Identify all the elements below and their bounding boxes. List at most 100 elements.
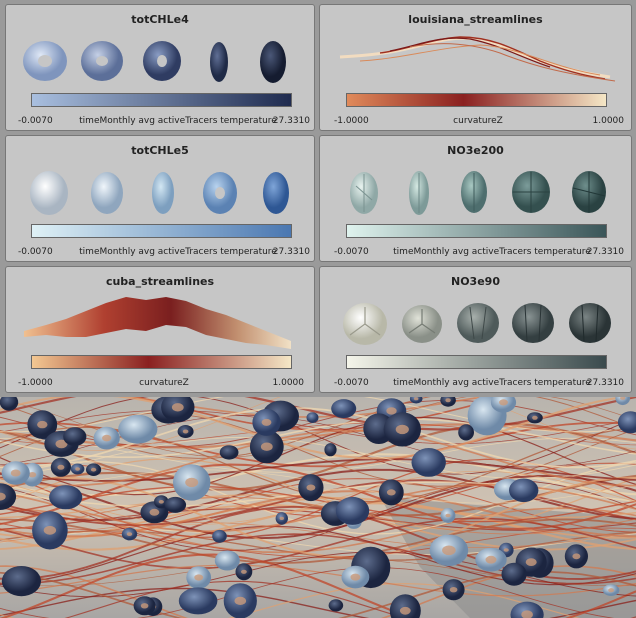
glyph-2 xyxy=(91,172,123,214)
streamline xyxy=(0,397,636,433)
colorbar xyxy=(31,93,292,107)
tracer-glyph xyxy=(178,587,218,615)
glyph-5 xyxy=(572,171,606,213)
streamline xyxy=(132,397,512,431)
tracer-glyph xyxy=(509,478,539,503)
colorbar-min-label: -1.0000 xyxy=(18,378,53,388)
glyph-1 xyxy=(343,303,387,345)
glyph-2 xyxy=(409,171,429,215)
colorbar-max-label: 27.3310 xyxy=(272,247,310,257)
tracer-glyph xyxy=(214,550,240,571)
streamline-preview xyxy=(24,297,291,349)
glyph-2 xyxy=(81,41,123,81)
panel-title: totCHLe4 xyxy=(131,13,189,26)
streamline xyxy=(0,507,636,554)
tracer-glyph xyxy=(235,563,253,581)
glyph-1 xyxy=(30,171,68,215)
streamline xyxy=(0,485,636,523)
colorbar-min-label: -0.0070 xyxy=(18,116,53,126)
tracer-glyph xyxy=(133,596,156,616)
tracer-glyph xyxy=(615,397,630,406)
panel-title: NO3e200 xyxy=(447,144,504,157)
streamline xyxy=(0,470,636,525)
colorbar-min-label: -0.0070 xyxy=(334,247,369,257)
tracer-glyph xyxy=(429,534,469,567)
streamline xyxy=(0,496,636,535)
colorbar-min-label: -1.0000 xyxy=(334,116,369,126)
glyph-4 xyxy=(210,42,228,82)
tracer-glyph xyxy=(1,566,41,597)
legend-panel-no3e90: NO3e90 -0.0070 timeMonthly avg activeTra… xyxy=(319,266,632,393)
tracer-glyph xyxy=(475,547,507,572)
colorbar-caption: curvatureZ xyxy=(453,116,503,126)
streamline xyxy=(64,580,636,618)
glyph-3 xyxy=(461,171,487,213)
legend-panel-no3e200: NO3e200 -0.0070 timeMonthly avg activeTr… xyxy=(319,135,632,262)
tracer-glyph xyxy=(328,599,344,612)
tracer-glyph xyxy=(440,508,456,523)
tracer-glyph xyxy=(442,579,465,601)
tracer-glyph xyxy=(306,412,319,423)
glyph-row xyxy=(350,171,606,215)
colorbar-caption: timeMonthly avg activeTracers temperatur… xyxy=(393,247,591,257)
streamline xyxy=(0,551,636,598)
colorbar-min-label: -0.0070 xyxy=(18,247,53,257)
glyph-2 xyxy=(402,305,442,343)
tracer-glyph xyxy=(27,410,58,439)
glyph-row xyxy=(343,303,611,345)
glyph-4 xyxy=(512,171,550,213)
streamline xyxy=(0,407,636,469)
streamline xyxy=(0,553,636,618)
colorbar xyxy=(346,93,607,107)
3d-scene-viewport[interactable] xyxy=(0,397,636,618)
streamline xyxy=(0,518,636,564)
colorbar-min-label: -0.0070 xyxy=(334,378,369,388)
tracer-glyph xyxy=(510,601,544,618)
colorbar-caption: timeMonthly avg activeTracers temperatur… xyxy=(79,116,277,126)
glyph-5 xyxy=(263,172,289,214)
streamline xyxy=(0,533,636,585)
tracer-glyph xyxy=(335,496,370,525)
streamline xyxy=(0,429,636,487)
colorbar-max-label: 1.0000 xyxy=(272,378,305,388)
colorbar-max-label: 1.0000 xyxy=(592,116,625,126)
tracer-glyph xyxy=(49,485,83,510)
tracer-glyph xyxy=(121,527,138,541)
tracer-glyph xyxy=(249,430,284,464)
tracer-glyph xyxy=(501,562,527,586)
glyph-3 xyxy=(152,172,174,214)
glyph-3 xyxy=(457,303,499,343)
tracer-glyph xyxy=(564,544,589,569)
tracer-glyph xyxy=(341,565,370,589)
tracer-glyph xyxy=(223,583,257,618)
streamline xyxy=(0,437,636,479)
streamline xyxy=(0,525,636,586)
streamline xyxy=(0,517,636,570)
tracer-glyph xyxy=(177,425,194,438)
tracer-glyph xyxy=(527,412,543,424)
panel-title: totCHLe5 xyxy=(131,144,189,157)
scene-render xyxy=(0,397,636,618)
streamline xyxy=(0,418,636,458)
tracer-glyph xyxy=(440,397,456,407)
colorbar xyxy=(346,224,607,238)
glyph-1 xyxy=(350,172,378,214)
tracer-glyph xyxy=(0,483,17,510)
colorbar-max-label: 27.3310 xyxy=(586,378,624,388)
colorbar-caption: timeMonthly avg activeTracers temperatur… xyxy=(79,247,277,257)
streamline xyxy=(0,567,615,618)
tracer-glyph xyxy=(212,529,227,543)
colorbar-caption: timeMonthly avg activeTracers temperatur… xyxy=(393,378,591,388)
tracer-glyph xyxy=(411,448,446,477)
streamline xyxy=(0,412,636,487)
tracer-glyph xyxy=(378,479,404,506)
tracer-glyph xyxy=(173,464,211,501)
tracer-glyph xyxy=(617,411,636,434)
tracer-glyph xyxy=(63,427,87,446)
tracer-glyph xyxy=(1,461,30,485)
tracer-glyph xyxy=(389,594,421,618)
tracer-glyphs xyxy=(0,397,636,618)
tracer-glyph xyxy=(409,397,423,404)
glyph-5 xyxy=(569,303,611,343)
streamline xyxy=(0,397,636,475)
